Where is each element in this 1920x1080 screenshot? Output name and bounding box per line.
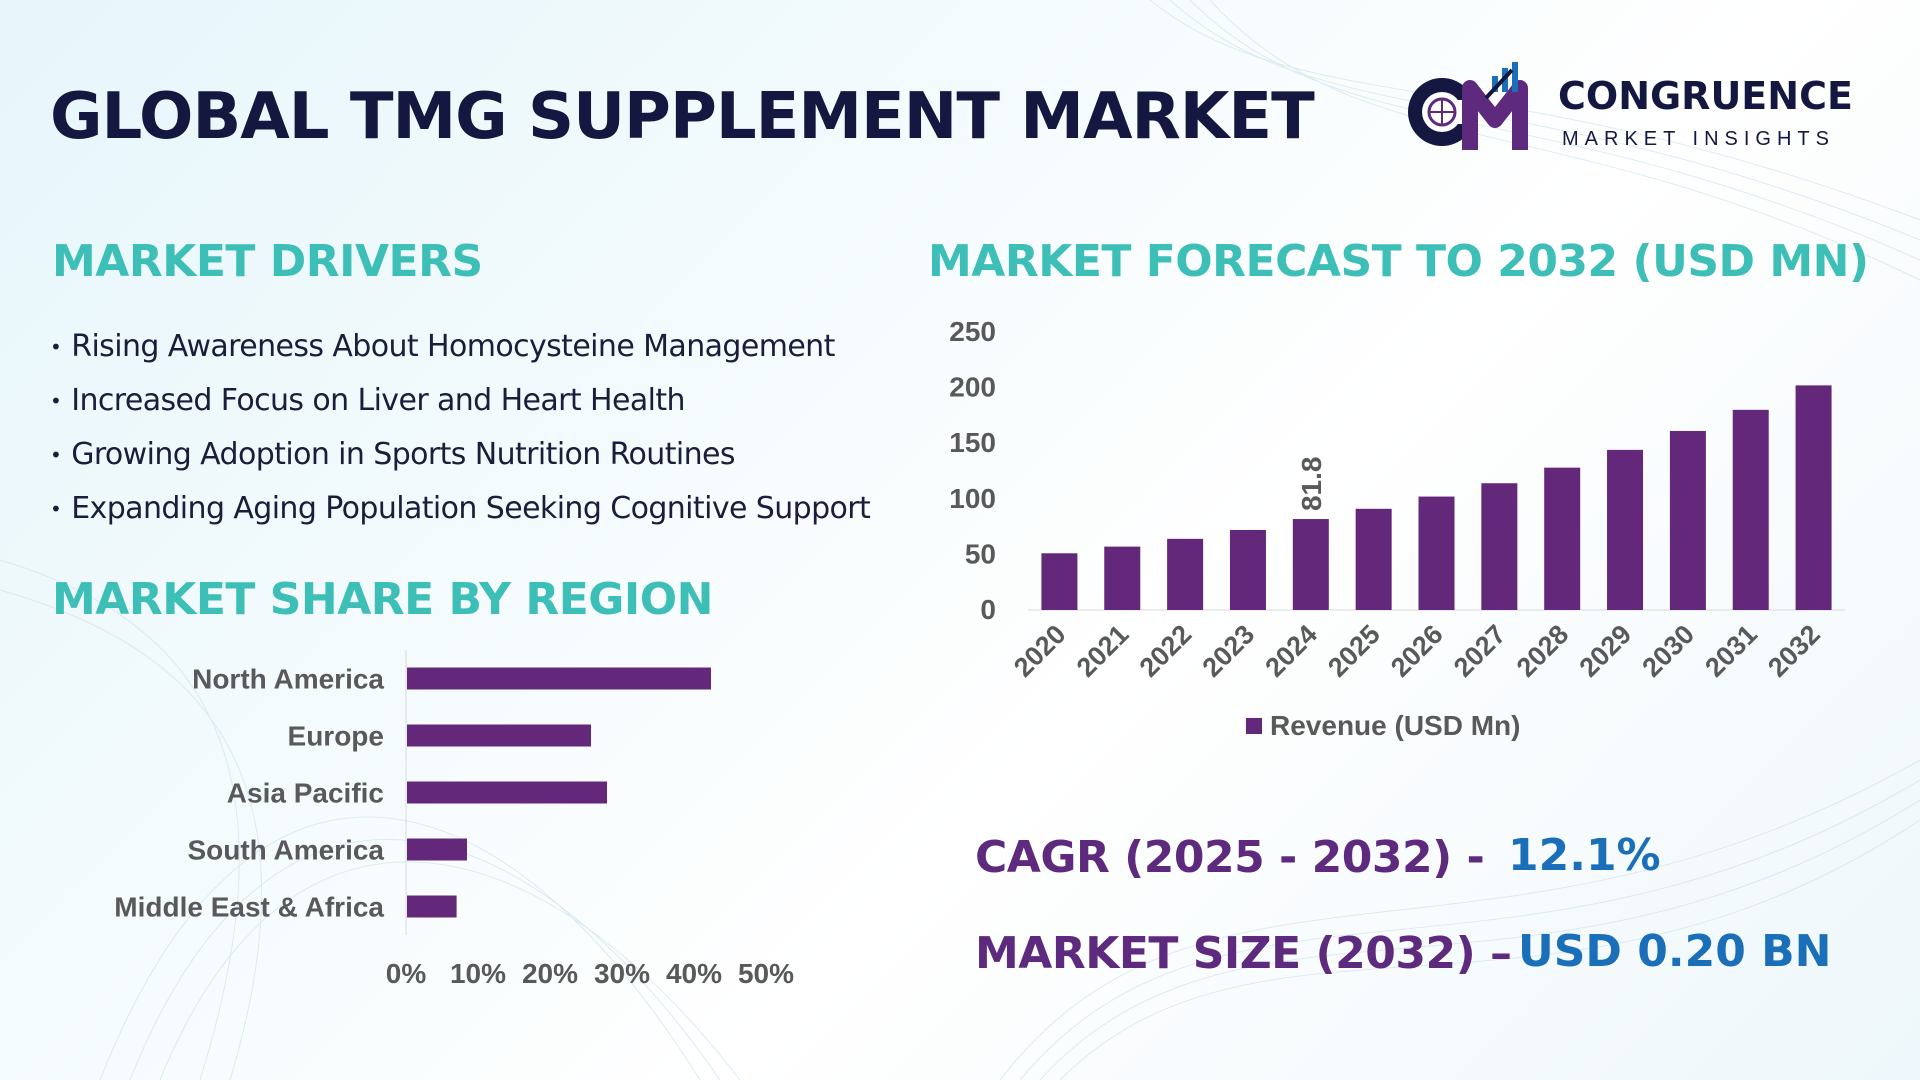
bullet-icon: • [50, 335, 62, 359]
forecast-data-label: 81.8 [1296, 457, 1327, 512]
forecast-bar [1732, 409, 1769, 610]
driver-text: Rising Awareness About Homocysteine Mana… [71, 329, 835, 364]
forecast-x-tick: 2031 [1699, 619, 1763, 683]
forecast-bar [1041, 553, 1078, 610]
region-heading: MARKET SHARE BY REGION [52, 574, 714, 625]
forecast-bar [1669, 430, 1706, 610]
legend-swatch [1246, 718, 1262, 734]
forecast-bar [1229, 529, 1266, 610]
forecast-bar [1104, 546, 1141, 610]
driver-text: Increased Focus on Liver and Heart Healt… [71, 383, 685, 418]
legend-label: Revenue (USD Mn) [1270, 710, 1520, 741]
forecast-x-tick: 2024 [1259, 619, 1323, 683]
bullet-icon: • [50, 497, 62, 521]
forecast-y-tick: 250 [949, 316, 996, 347]
drivers-list: • Rising Awareness About Homocysteine Man… [50, 320, 871, 536]
market-size-value: USD 0.20 BN [1518, 926, 1832, 977]
region-x-tick: 20% [522, 958, 578, 989]
region-x-tick: 0% [386, 958, 427, 989]
region-category-label: South America [187, 835, 384, 866]
driver-item: • Rising Awareness About Homocysteine Man… [50, 320, 870, 374]
region-bar [407, 895, 457, 918]
region-share-chart: North America Europe Asia Pacific South Ame… [114, 650, 794, 989]
forecast-x-tick: 2021 [1071, 619, 1135, 683]
region-bar [407, 838, 467, 861]
brand-logo: CONGRUENCE MARKET INSIGHTS [1400, 60, 1870, 160]
forecast-x-tick: 2029 [1574, 619, 1638, 683]
forecast-x-tick: 2030 [1636, 619, 1700, 683]
region-x-tick: 10% [450, 958, 506, 989]
drivers-heading: MARKET DRIVERS [52, 236, 483, 287]
region-bar [407, 724, 591, 747]
forecast-x-tick: 2022 [1134, 619, 1198, 683]
region-x-tick: 40% [666, 958, 722, 989]
forecast-x-tick: 2025 [1322, 619, 1386, 683]
region-category-label: North America [192, 664, 384, 695]
logo-name: CONGRUENCE [1558, 74, 1853, 118]
driver-text: Expanding Aging Population Seeking Cogni… [71, 491, 871, 526]
region-bar [407, 667, 711, 690]
region-x-tick: 50% [738, 958, 794, 989]
region-category-label: Asia Pacific [227, 778, 384, 809]
forecast-bar [1544, 467, 1581, 610]
forecast-x-tick: 2026 [1385, 619, 1449, 683]
forecast-x-tick: 2023 [1197, 619, 1261, 683]
region-x-tick: 30% [594, 958, 650, 989]
forecast-x-tick: 2032 [1762, 619, 1826, 683]
forecast-bar [1607, 449, 1644, 610]
forecast-bar [1418, 496, 1455, 610]
bullet-icon: • [50, 389, 62, 413]
forecast-bar [1167, 538, 1204, 610]
driver-item: • Growing Adoption in Sports Nutrition Ro… [50, 428, 870, 482]
bullet-icon: • [50, 443, 62, 467]
market-size-label: MARKET SIZE (2032) – [975, 928, 1512, 979]
driver-item: • Increased Focus on Liver and Heart Heal… [50, 374, 870, 428]
forecast-x-tick: 2020 [1008, 619, 1072, 683]
cagr-value: 12.1% [1508, 830, 1661, 881]
driver-text: Growing Adoption in Sports Nutrition Rou… [71, 437, 735, 472]
logo-mark [1408, 62, 1528, 150]
region-bar [407, 781, 607, 804]
cagr-label: CAGR (2025 - 2032) - [975, 832, 1485, 883]
forecast-bar [1481, 483, 1518, 610]
driver-item: • Expanding Aging Population Seeking Cogn… [50, 482, 871, 536]
forecast-chart: 0 50 100 150 200 250 2020 2021 2022 2023 2024 81.8 2… [949, 316, 1845, 741]
forecast-bar [1795, 385, 1832, 610]
forecast-heading: MARKET FORECAST TO 2032 (USD MN) [928, 236, 1869, 287]
forecast-bar [1355, 508, 1392, 610]
forecast-x-tick: 2027 [1448, 619, 1512, 683]
forecast-bar [1292, 519, 1329, 610]
page-title: GLOBAL TMG SUPPLEMENT MARKET [50, 80, 1315, 154]
forecast-y-tick: 50 [965, 538, 996, 569]
logo-subtitle: MARKET INSIGHTS [1562, 128, 1835, 150]
forecast-y-tick: 200 [949, 372, 996, 403]
forecast-x-tick: 2028 [1511, 619, 1575, 683]
forecast-y-tick: 150 [949, 427, 996, 458]
region-category-label: Middle East & Africa [114, 892, 384, 923]
forecast-y-tick: 100 [949, 483, 996, 514]
forecast-y-tick: 0 [980, 594, 996, 625]
region-category-label: Europe [288, 721, 384, 752]
